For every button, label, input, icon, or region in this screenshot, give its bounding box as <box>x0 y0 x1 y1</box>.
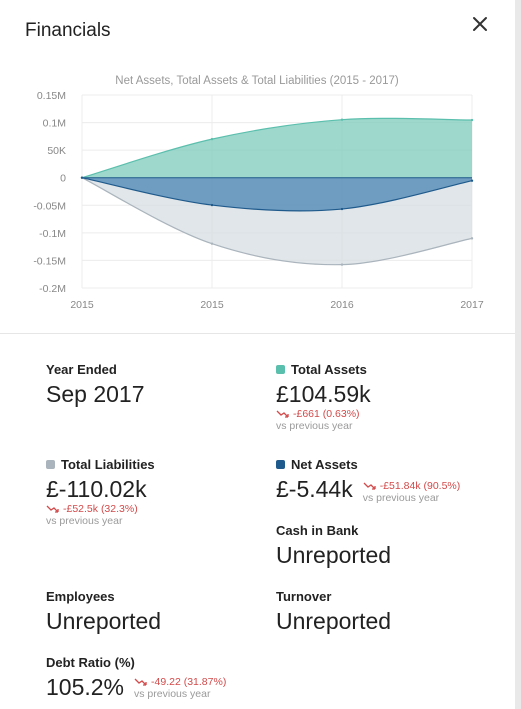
data-point <box>340 118 344 121</box>
employees-value: Unreported <box>46 608 162 634</box>
x-tick-label: 2017 <box>460 299 484 311</box>
series-line <box>81 177 473 266</box>
y-tick-label: 0.1M <box>43 118 66 130</box>
data-point <box>210 242 214 245</box>
trend-down-icon <box>134 678 147 686</box>
trend-down-icon <box>363 482 376 490</box>
y-tick-label: -0.1M <box>39 228 66 240</box>
net-assets-label: Net Assets <box>291 457 358 472</box>
data-point <box>210 137 214 141</box>
data-point <box>470 118 474 122</box>
chart-svg: Net Assets, Total Assets & Total Liabili… <box>33 75 484 311</box>
total-assets-change: -£661 (0.63%) <box>293 408 360 420</box>
cash-in-bank-value: Unreported <box>276 542 392 568</box>
total-assets-label: Total Assets <box>291 362 367 377</box>
data-point <box>470 237 474 240</box>
chart-title: Net Assets, Total Assets & Total Liabili… <box>115 75 399 87</box>
turnover-label: Turnover <box>276 589 332 604</box>
series-line <box>81 117 473 179</box>
series-area <box>82 118 472 178</box>
stat-turnover: Turnover Unreported <box>276 589 391 635</box>
total-liabilities-vs: vs previous year <box>46 515 123 527</box>
total-assets-swatch <box>276 365 285 374</box>
y-tick-label: 0 <box>60 173 66 185</box>
stat-total-liabilities: Total Liabilities £-110.02k -£52.5k (32.… <box>46 457 155 527</box>
debt-ratio-change: -49.22 (31.87%) <box>151 676 227 688</box>
scrollbar[interactable] <box>515 0 521 709</box>
y-tick-label: 0.15M <box>37 90 66 102</box>
total-assets-value: £104.59k <box>276 381 371 407</box>
close-icon[interactable] <box>468 12 492 36</box>
debt-ratio-value: 105.2% <box>46 674 125 700</box>
total-liabilities-label: Total Liabilities <box>61 457 155 472</box>
y-tick-label: 50K <box>47 145 66 157</box>
total-assets-vs: vs previous year <box>276 420 353 432</box>
financials-chart: Net Assets, Total Assets & Total Liabili… <box>0 62 515 332</box>
trend-down-icon <box>276 410 289 418</box>
data-point <box>340 207 344 211</box>
total-liabilities-change: -£52.5k (32.3%) <box>63 503 138 515</box>
stat-debt-ratio: Debt Ratio (%) 105.2% -49.22 (31.87%) vs… <box>46 655 226 701</box>
debt-ratio-label: Debt Ratio (%) <box>46 655 135 670</box>
stat-net-assets: Net Assets £-5.44k -£51.84k (90.5%) vs p… <box>276 457 460 504</box>
total-liabilities-swatch <box>46 460 55 469</box>
stat-total-assets: Total Assets £104.59k -£661 (0.63%) vs p… <box>276 362 371 432</box>
net-assets-swatch <box>276 460 285 469</box>
net-assets-change: -£51.84k (90.5%) <box>379 480 461 492</box>
trend-down-icon <box>46 505 59 513</box>
y-tick-label: -0.15M <box>33 255 66 267</box>
y-tick-label: -0.2M <box>39 283 66 295</box>
y-tick-label: -0.05M <box>33 200 66 212</box>
cash-in-bank-label: Cash in Bank <box>276 523 359 538</box>
series-line <box>81 177 473 212</box>
stat-cash-in-bank: Cash in Bank Unreported <box>276 523 391 569</box>
modal-title: Financials <box>25 20 111 41</box>
divider <box>0 333 515 334</box>
modal-header: Financials <box>0 0 515 62</box>
series-area <box>82 177 472 211</box>
data-point <box>210 203 214 207</box>
year-ended-value: Sep 2017 <box>46 381 145 407</box>
x-tick-label: 2015 <box>70 299 94 311</box>
year-ended-label: Year Ended <box>46 362 117 377</box>
net-assets-vs: vs previous year <box>362 492 440 504</box>
total-liabilities-value: £-110.02k <box>46 476 147 502</box>
x-tick-label: 2015 <box>200 299 224 311</box>
data-point <box>470 179 474 182</box>
net-assets-value: £-5.44k <box>276 476 353 502</box>
stat-year-ended: Year Ended Sep 2017 <box>46 362 144 408</box>
stat-employees: Employees Unreported <box>46 589 161 635</box>
x-tick-label: 2016 <box>330 299 354 311</box>
turnover-value: Unreported <box>276 608 392 634</box>
debt-ratio-vs: vs previous year <box>134 688 211 700</box>
data-point <box>340 263 344 266</box>
employees-label: Employees <box>46 589 115 604</box>
